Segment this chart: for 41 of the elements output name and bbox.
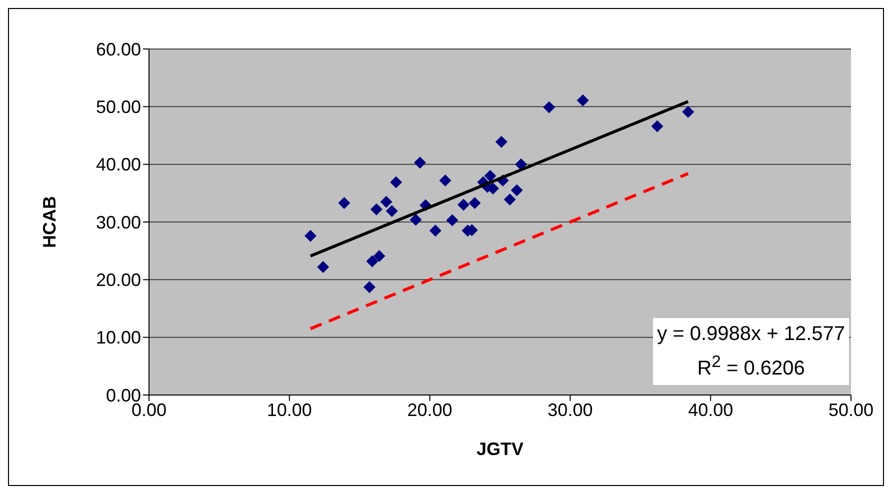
point: [414, 156, 426, 169]
y-tick-label: 40.00: [96, 154, 141, 175]
point: [386, 205, 398, 218]
point: [338, 196, 350, 209]
point: [682, 106, 694, 118]
point: [484, 170, 496, 182]
point: [468, 196, 481, 209]
point: [651, 120, 664, 132]
point: [504, 194, 516, 206]
point: [366, 255, 378, 268]
point: [390, 176, 402, 188]
y-axis-title: HCAB: [39, 196, 60, 248]
x-tick-label: 30.00: [548, 400, 593, 420]
point: [304, 230, 316, 242]
point: [576, 94, 589, 106]
annotation: R$^{2}$ = 0.6206: [696, 351, 806, 382]
x-tick-label: 10.00: [266, 400, 312, 420]
point: [363, 281, 376, 294]
point: [380, 196, 392, 208]
y-tick-label: 10.00: [96, 328, 141, 348]
x-tick-label: 50.00: [828, 400, 874, 420]
y-tick-label: 60.00: [96, 39, 141, 60]
point: [457, 198, 470, 211]
point: [495, 136, 508, 148]
point: [370, 203, 382, 216]
x-tick-label: 20.00: [407, 400, 452, 420]
y-tick-label: 30.00: [96, 212, 141, 232]
annotation: y = 0.9988x + 12.577: [657, 322, 845, 347]
point: [373, 250, 386, 262]
point: [410, 214, 422, 226]
point: [429, 224, 442, 237]
point: [439, 174, 452, 186]
point: [543, 101, 556, 114]
y-tick-label: 50.00: [96, 97, 141, 118]
point: [446, 214, 458, 226]
point: [317, 260, 330, 273]
x-tick-label: 40.00: [688, 400, 734, 420]
y-tick-label: 20.00: [96, 270, 141, 290]
x-axis-title: JGTV: [476, 439, 524, 459]
point: [510, 184, 523, 196]
point: [515, 158, 528, 170]
